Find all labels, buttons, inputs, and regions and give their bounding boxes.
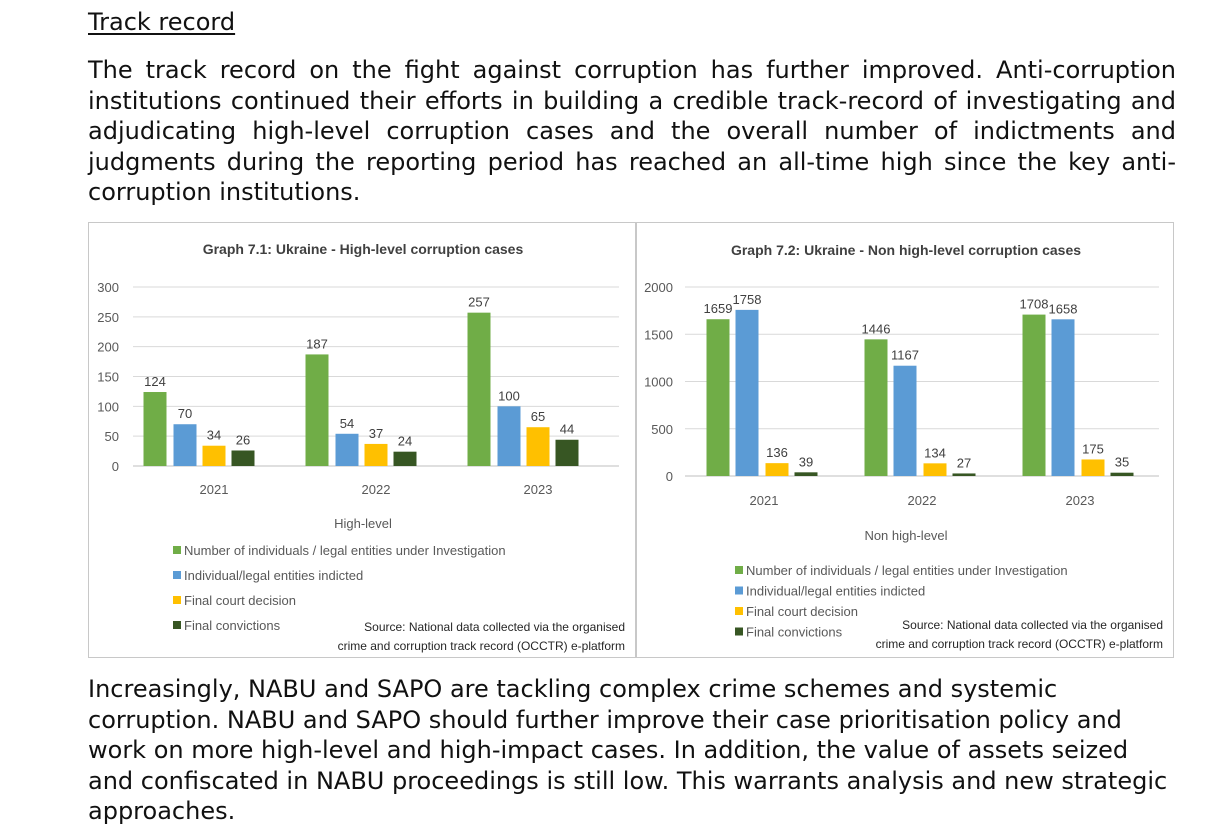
data-label: 26 [236, 432, 250, 447]
data-label: 136 [766, 445, 788, 460]
bar-2-2023 [497, 406, 521, 466]
bar-2-2022 [893, 365, 917, 476]
x-category-label: 2023 [524, 482, 553, 497]
legend-entry: Individual/legal entities indicted [746, 584, 925, 599]
data-label: 24 [398, 434, 412, 449]
y-tick-label: 300 [97, 280, 119, 295]
x-axis-title: High-level [334, 516, 392, 531]
y-tick-label: 2000 [644, 280, 673, 295]
data-label: 1659 [704, 301, 733, 316]
x-category-label: 2022 [908, 493, 937, 508]
legend-entry: Individual/legal entities indicted [184, 568, 363, 583]
bar-1-2021 [143, 392, 167, 466]
legend-swatch [173, 571, 181, 579]
bar-4-2022 [393, 451, 417, 466]
bar-1-2022 [305, 354, 329, 466]
bar-2-2022 [335, 433, 359, 466]
chart-non-high-level: Graph 7.2: Ukraine - Non high-level corr… [644, 242, 1163, 651]
data-label: 175 [1082, 441, 1104, 456]
source-note: crime and corruption track record (OCCTR… [876, 637, 1163, 651]
legend-entry: Final court decision [184, 593, 296, 608]
legend-entry: Final convictions [184, 618, 281, 633]
legend-swatch [173, 546, 181, 554]
bar-4-2023 [1110, 472, 1134, 476]
data-label: 1658 [1049, 301, 1078, 316]
chart-panel-non-high-level: Graph 7.2: Ukraine - Non high-level corr… [636, 222, 1174, 658]
bar-4-2022 [952, 473, 976, 476]
closing-paragraph: Increasingly, NABU and SAPO are tackling… [88, 675, 1168, 825]
y-tick-label: 0 [112, 459, 119, 474]
intro-paragraph: The track record on the fight against co… [88, 56, 1176, 206]
bar-4-2021 [794, 472, 818, 476]
bar-1-2023 [467, 312, 491, 466]
data-label: 187 [306, 336, 328, 351]
bar-3-2021 [765, 463, 789, 476]
legend-entry: Number of individuals / legal entities u… [184, 543, 506, 558]
bar-3-2021 [202, 445, 226, 466]
data-label: 70 [178, 406, 192, 421]
section-heading: Track record [88, 8, 236, 36]
bar-4-2023 [555, 439, 579, 466]
chart-title: Graph 7.1: Ukraine - High-level corrupti… [203, 241, 524, 257]
x-category-label: 2021 [200, 482, 229, 497]
data-label: 1167 [891, 348, 919, 363]
legend-swatch [735, 566, 743, 574]
data-label: 134 [924, 445, 946, 460]
y-tick-label: 100 [97, 399, 119, 414]
y-tick-label: 1500 [644, 327, 673, 342]
data-label: 34 [207, 428, 221, 443]
data-label: 44 [560, 422, 574, 437]
legend-swatch [173, 596, 181, 604]
x-category-label: 2021 [750, 493, 779, 508]
legend-swatch [173, 621, 181, 629]
bar-1-2023 [1022, 314, 1046, 476]
data-label: 65 [531, 409, 545, 424]
source-note: crime and corruption track record (OCCTR… [338, 639, 625, 653]
data-label: 1758 [733, 292, 762, 307]
y-tick-label: 0 [666, 469, 673, 484]
data-label: 39 [799, 454, 813, 469]
bar-2-2023 [1051, 319, 1075, 476]
data-label: 124 [144, 374, 166, 389]
bar-2-2021 [173, 424, 197, 466]
x-axis-title: Non high-level [864, 528, 947, 543]
bar-3-2022 [923, 463, 947, 476]
bar-3-2023 [526, 427, 550, 466]
y-tick-label: 200 [97, 340, 119, 355]
data-label: 27 [957, 455, 971, 470]
bar-3-2023 [1081, 459, 1105, 476]
legend-swatch [735, 586, 743, 595]
bar-3-2022 [364, 443, 388, 466]
data-label: 54 [340, 416, 354, 431]
data-label: 1708 [1020, 297, 1049, 312]
y-tick-label: 1000 [644, 375, 673, 390]
source-note: Source: National data collected via the … [902, 618, 1163, 632]
legend-entry: Final convictions [746, 625, 843, 640]
bar-4-2021 [231, 450, 255, 466]
source-note: Source: National data collected via the … [364, 620, 625, 634]
y-tick-label: 150 [97, 370, 119, 385]
x-category-label: 2023 [1066, 493, 1095, 508]
legend-entry: Number of individuals / legal entities u… [746, 563, 1068, 578]
data-label: 35 [1115, 455, 1129, 470]
data-label: 257 [468, 295, 490, 310]
data-label: 100 [498, 388, 520, 403]
y-tick-label: 500 [651, 422, 673, 437]
chart-title: Graph 7.2: Ukraine - Non high-level corr… [731, 242, 1081, 258]
chart-panel-high-level: Graph 7.1: Ukraine - High-level corrupti… [88, 222, 636, 658]
legend-swatch [735, 607, 743, 615]
legend-swatch [735, 627, 743, 636]
chart-high-level: Graph 7.1: Ukraine - High-level corrupti… [97, 241, 625, 653]
data-label: 37 [369, 426, 383, 441]
y-tick-label: 50 [105, 429, 119, 444]
bar-1-2021 [706, 319, 730, 476]
bar-2-2021 [735, 309, 759, 476]
data-label: 1446 [862, 321, 891, 336]
legend-entry: Final court decision [746, 604, 858, 619]
bar-1-2022 [864, 339, 888, 476]
x-category-label: 2022 [362, 482, 391, 497]
y-tick-label: 250 [97, 310, 119, 325]
